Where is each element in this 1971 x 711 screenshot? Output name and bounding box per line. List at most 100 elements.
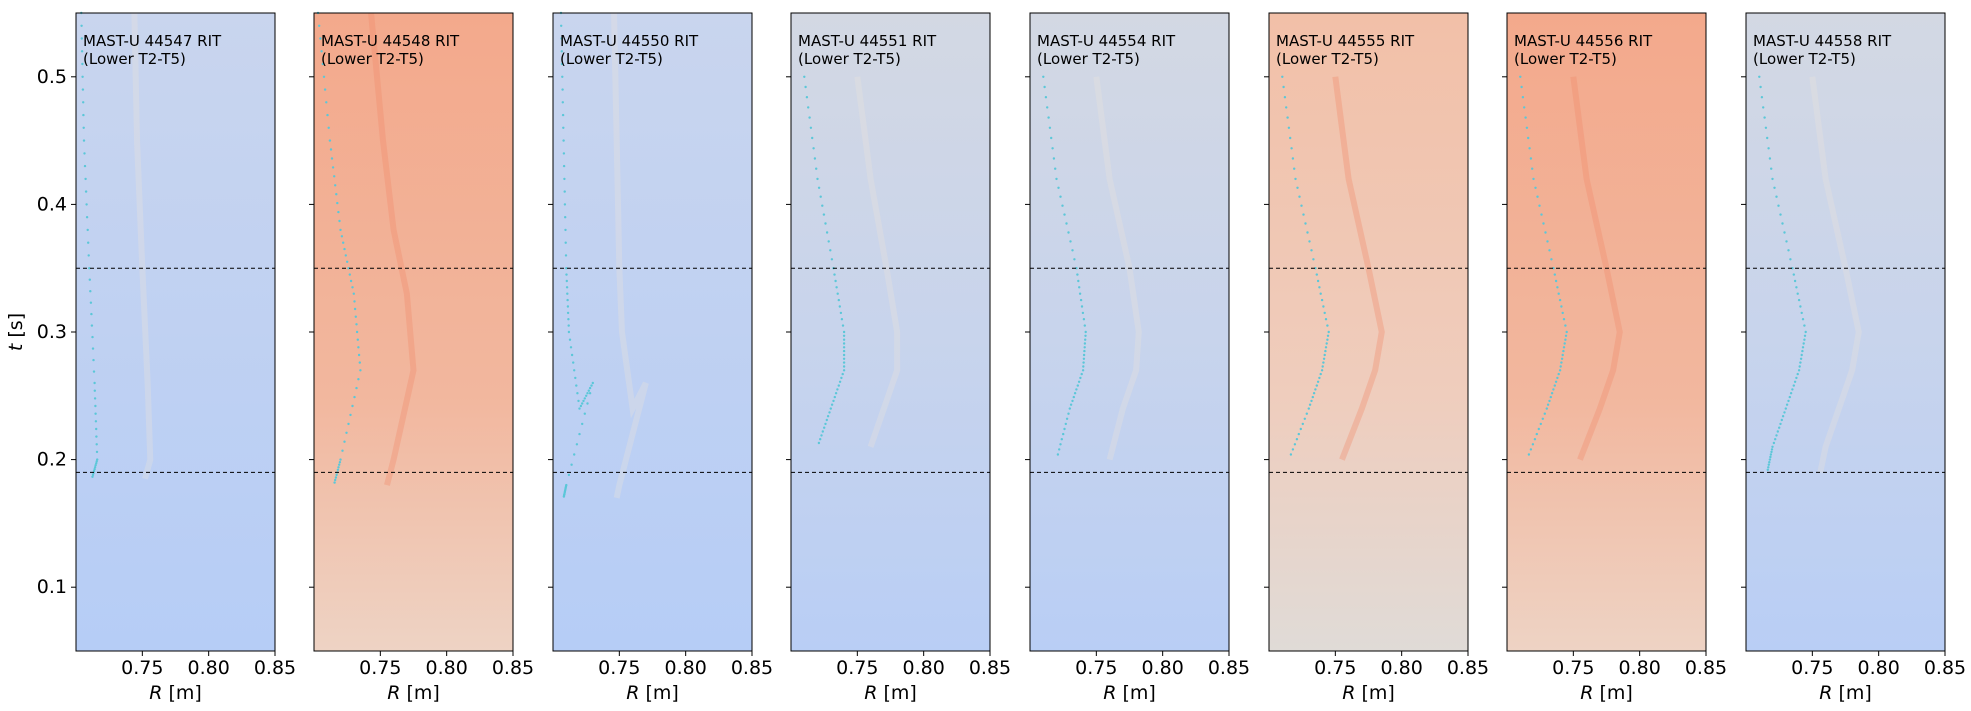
marker-point [88, 278, 92, 281]
marker-point [1080, 305, 1084, 308]
marker-point [1779, 213, 1782, 216]
marker-point [842, 338, 846, 341]
panel-title-line1: MAST-U 44550 RIT [560, 32, 699, 50]
marker-point [1327, 330, 1330, 334]
marker-point [1789, 258, 1792, 261]
heatmap-streak [611, 12, 649, 499]
marker-point [1766, 136, 1769, 140]
marker-point [560, 37, 563, 40]
marker-point [1067, 412, 1070, 415]
marker-point [1550, 258, 1553, 261]
marker-point [581, 422, 584, 426]
marker-point [842, 357, 846, 360]
marker-point [1048, 126, 1052, 129]
y-tick-label: 0.2 [37, 449, 67, 471]
marker-point [331, 166, 335, 169]
marker-point [93, 389, 97, 392]
marker-point [1290, 147, 1293, 150]
marker-point [1785, 240, 1788, 243]
heatmap-field [1507, 13, 1706, 651]
x-axis-label: R [m] [387, 682, 440, 704]
marker-point [1073, 392, 1077, 395]
marker-point [1069, 403, 1073, 406]
heatmap-field [1269, 13, 1468, 651]
marker-point [842, 342, 846, 345]
marker-point [323, 88, 327, 91]
marker-point [344, 254, 347, 257]
marker-point [82, 139, 86, 142]
marker-point [94, 404, 97, 408]
marker-point [95, 443, 98, 446]
marker-point [804, 85, 807, 89]
marker-point [83, 152, 86, 155]
panels-group: MAST-U 44547 RIT(Lower T2-T5)0.75 0.80 0.8… [37, 11, 1966, 704]
panel-4: MAST-U 44551 RIT(Lower T2-T5) 0.75 0.80 0.8… [786, 12, 1011, 704]
marker-point [1543, 412, 1547, 415]
marker-point [1052, 157, 1056, 160]
marker-point [1077, 380, 1081, 383]
marker-point [1767, 147, 1770, 150]
marker-point [568, 338, 572, 341]
marker-point [813, 157, 817, 160]
x-tick-label: 0.80 [426, 657, 468, 679]
marker-point [1318, 376, 1321, 380]
x-axis-unit: [m] [639, 682, 678, 704]
marker-point [1801, 349, 1804, 353]
marker-point [821, 430, 824, 433]
marker-point [837, 384, 840, 387]
marker-point [1792, 384, 1796, 387]
marker-point [1308, 240, 1311, 243]
marker-point [1312, 258, 1315, 261]
marker-point [1536, 195, 1539, 198]
marker-point [82, 126, 85, 129]
marker-point [90, 324, 94, 327]
marker-point [1560, 305, 1563, 308]
marker-point [1081, 311, 1085, 315]
marker-point [1067, 231, 1070, 234]
marker-point [84, 190, 88, 193]
x-tick-label: 0.80 [903, 657, 945, 679]
marker-point [1774, 438, 1777, 441]
marker-point [1071, 249, 1074, 252]
marker-point [1524, 116, 1527, 119]
marker-point [560, 50, 563, 53]
marker-point [1322, 305, 1325, 308]
marker-point [566, 305, 570, 308]
x-axis-unit: [m] [1593, 682, 1632, 704]
marker-point [1298, 195, 1301, 198]
marker-point [823, 426, 826, 429]
marker-series [1281, 75, 1330, 456]
marker-point [1531, 443, 1535, 446]
marker-point [327, 126, 330, 129]
panel-2: MAST-U 44548 RIT(Lower T2-T5) 0.75 0.80 0.8… [309, 11, 534, 704]
marker-point [1762, 106, 1765, 109]
marker-point [358, 361, 361, 364]
marker-point [1320, 369, 1324, 372]
y-tick-label: 0.4 [37, 193, 67, 215]
marker-point [1804, 330, 1807, 334]
marker-point [1546, 240, 1549, 243]
marker-point [1771, 177, 1774, 181]
marker-point [1564, 324, 1567, 327]
marker-point [1798, 365, 1801, 368]
marker-point [1315, 384, 1319, 387]
marker-point [564, 254, 568, 257]
marker-point [561, 88, 564, 91]
marker-point [81, 75, 84, 79]
marker-point [322, 75, 326, 79]
marker-point [1319, 292, 1322, 295]
marker-point [1321, 365, 1324, 368]
marker-point [1541, 417, 1545, 420]
panel-title-line1: MAST-U 44558 RIT [1753, 32, 1892, 50]
marker-point [1766, 468, 1770, 471]
marker-point [1801, 346, 1805, 349]
marker-point [1775, 434, 1778, 437]
marker-point [835, 286, 838, 289]
marker-point [1788, 395, 1792, 399]
marker-point [1797, 298, 1801, 302]
marker-point [325, 101, 328, 104]
marker-point [578, 432, 581, 436]
marker-point [1063, 427, 1066, 431]
marker-point [1796, 292, 1799, 295]
marker-point [93, 466, 97, 469]
